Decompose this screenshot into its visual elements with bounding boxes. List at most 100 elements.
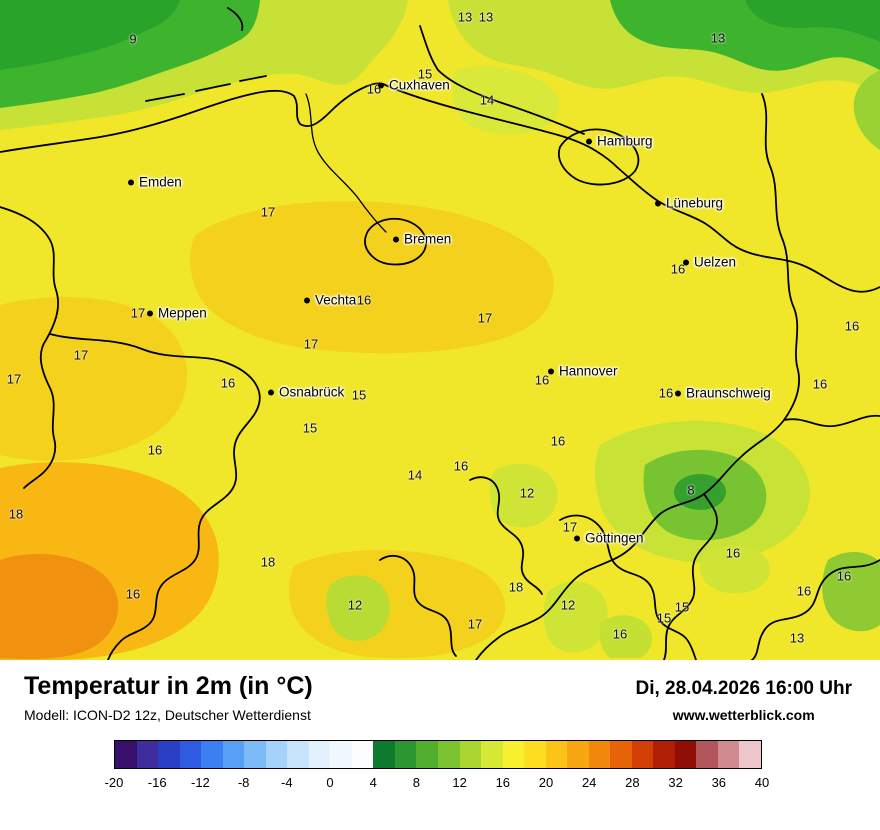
legend-tick-label: 0 xyxy=(326,775,334,790)
legend-tick-label: -12 xyxy=(190,775,210,790)
legend-color-segment xyxy=(481,741,503,768)
legend-bar xyxy=(114,740,762,769)
temp-value-label: 18 xyxy=(260,554,276,570)
city-dot-icon xyxy=(378,82,384,88)
legend-tick-label: 20 xyxy=(538,775,554,790)
city-label: Hannover xyxy=(559,363,618,379)
legend-color-segment xyxy=(739,741,761,768)
temp-value-label: 16 xyxy=(550,433,566,449)
legend-color-segment xyxy=(308,741,331,768)
legend-color-segment xyxy=(330,741,352,768)
temp-value-label: 12 xyxy=(347,597,363,613)
temp-value-label: 14 xyxy=(407,467,423,483)
city-dot-icon xyxy=(393,236,399,242)
city-label: Göttingen xyxy=(585,530,644,546)
temp-value-label: 16 xyxy=(220,375,236,391)
legend-tick-label: 32 xyxy=(668,775,683,790)
legend-tick-label: -8 xyxy=(237,775,250,790)
city-dot-icon xyxy=(675,390,681,396)
temp-value-label: 16 xyxy=(125,586,141,602)
legend-ticks: -20 -16 -12 -8 -4 0 4 8 12 16 20 24 28 32 36 40 xyxy=(105,773,770,795)
temp-value-label: 15 xyxy=(351,387,367,403)
temp-value-label: 16 xyxy=(812,376,828,392)
temp-value-label: 17 xyxy=(260,204,276,220)
temp-value-label: 8 xyxy=(687,482,695,498)
legend-color-segment xyxy=(373,741,395,768)
city-marker: Emden xyxy=(128,175,182,190)
city-label: Uelzen xyxy=(694,254,737,270)
legend-tick-label: 4 xyxy=(369,775,377,790)
temp-value-label: 15 xyxy=(302,420,318,436)
temp-value-label: 17 xyxy=(303,336,319,352)
legend-color-segment xyxy=(136,741,159,768)
city-dot-icon xyxy=(574,535,580,541)
city-dot-icon xyxy=(268,389,274,395)
city-label: Lüneburg xyxy=(666,195,724,211)
legend-tick-label: -20 xyxy=(104,775,124,790)
legend-color-segment xyxy=(610,741,632,768)
temp-value-label: 13 xyxy=(457,9,473,25)
city-marker: Cuxhaven xyxy=(378,78,450,93)
city-label: Emden xyxy=(139,174,182,190)
legend-tick-label: -16 xyxy=(147,775,167,790)
temp-value-label: 16 xyxy=(356,292,372,308)
city-marker: Osnabrück xyxy=(268,385,344,400)
legend-color-segment xyxy=(674,741,697,768)
city-marker: Uelzen xyxy=(683,255,736,270)
temp-value-label: 16 xyxy=(844,318,860,334)
legend-color-segment xyxy=(265,741,288,768)
temp-value-label: 16 xyxy=(836,568,852,584)
temp-value-label: 16 xyxy=(796,583,812,599)
city-marker: Meppen xyxy=(147,306,207,321)
city-marker: Göttingen xyxy=(574,531,644,546)
legend-color-segment xyxy=(201,741,223,768)
weather-map: 9 13 13 13 15 16 14 17 16 16 17 17 16 17 17 17 16 16 16 16 1… xyxy=(0,0,880,660)
legend-tick-label: 8 xyxy=(412,775,421,790)
legend-color-segment xyxy=(244,741,266,768)
city-marker: Hannover xyxy=(548,364,618,379)
city-dot-icon xyxy=(548,368,554,374)
temp-value-label: 13 xyxy=(710,30,726,46)
legend-color-segment xyxy=(115,741,137,768)
city-label: Cuxhaven xyxy=(389,77,450,93)
legend-tick-label: 16 xyxy=(495,775,511,790)
website-label: www.wetterblick.com xyxy=(672,707,815,723)
model-info: Modell: ICON-D2 12z, Deutscher Wetterdie… xyxy=(24,707,311,723)
temp-value-label: 16 xyxy=(612,626,628,642)
city-marker: Lüneburg xyxy=(655,196,723,211)
city-label: Bremen xyxy=(404,231,452,247)
legend-tick-label: 28 xyxy=(625,775,640,790)
temp-value-label: 15 xyxy=(656,610,672,626)
temp-value-label: 17 xyxy=(73,347,89,363)
footer: Temperatur in 2m (in °C) Di, 28.04.2026 … xyxy=(0,660,880,830)
legend-color-segment xyxy=(437,741,460,768)
city-label: Osnabrück xyxy=(279,384,345,400)
city-dot-icon xyxy=(147,310,153,316)
temp-value-label: 17 xyxy=(6,371,22,387)
city-dot-icon xyxy=(655,200,661,206)
city-dot-icon xyxy=(586,138,592,144)
map-overlay: 9 13 13 13 15 16 14 17 16 16 17 17 16 17 17 17 16 16 16 16 1… xyxy=(6,9,860,646)
temp-value-label: 17 xyxy=(130,305,146,321)
legend-color-segment xyxy=(287,741,309,768)
temp-value-label: 13 xyxy=(478,9,494,25)
temp-value-label: 17 xyxy=(467,616,483,632)
legend-tick-label: 24 xyxy=(581,775,597,790)
legend-color-segment xyxy=(545,741,568,768)
datetime-label: Di, 28.04.2026 16:00 Uhr xyxy=(635,678,852,699)
temp-value-label: 12 xyxy=(560,597,576,613)
legend-color-segment xyxy=(158,741,180,768)
temperature-raster xyxy=(0,0,880,660)
legend-color-segment xyxy=(179,741,202,768)
city-marker: Hamburg xyxy=(586,134,653,149)
legend-tick-label: -4 xyxy=(281,775,293,790)
temperature-legend: -20 -16 -12 -8 -4 0 4 8 12 16 20 24 28 32 36 40 xyxy=(105,740,770,795)
city-marker: Braunschweig xyxy=(675,386,771,401)
temp-value-label: 16 xyxy=(670,261,686,277)
legend-color-segment xyxy=(567,741,589,768)
legend-tick-label: 12 xyxy=(452,775,467,790)
temp-value-label: 18 xyxy=(8,506,24,522)
temp-value-label: 17 xyxy=(477,310,493,326)
legend-tick-label: 40 xyxy=(754,775,770,790)
legend-color-segment xyxy=(717,741,740,768)
